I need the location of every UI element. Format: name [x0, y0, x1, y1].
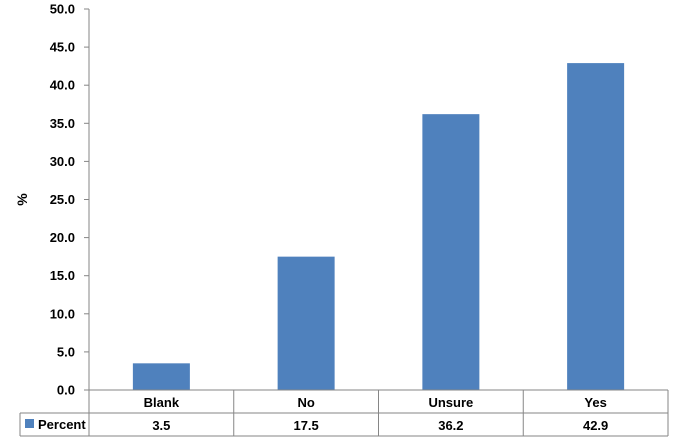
x-category-label: Unsure	[428, 395, 473, 410]
x-category-label: No	[297, 395, 314, 410]
y-tick-label: 40.0	[50, 78, 75, 93]
data-table-value: 36.2	[438, 418, 463, 433]
y-tick-label: 45.0	[50, 40, 75, 55]
data-table: Blank No Unsure Yes Percent 3.5 17.5 36.2 42.9	[19, 389, 669, 437]
bar-no	[277, 256, 335, 390]
x-category-label: Yes	[584, 395, 606, 410]
bar-blank	[132, 363, 190, 390]
y-axis-title: %	[14, 193, 30, 206]
y-tick-label: 50.0	[50, 2, 75, 17]
y-axis: 0.0 5.0 10.0 15.0 20.0 25.0 30.0 35.0 40.0 45.0 50…	[50, 2, 90, 398]
y-tick-label: 5.0	[57, 344, 75, 359]
legend-series-name: Percent	[38, 417, 86, 432]
bar-yes	[567, 63, 625, 391]
y-tick-label: 10.0	[50, 306, 75, 321]
data-table-value: 17.5	[293, 418, 318, 433]
y-tick-label: 20.0	[50, 230, 75, 245]
data-table-value: 3.5	[152, 418, 170, 433]
y-tick-label: 0.0	[57, 383, 75, 398]
legend-swatch	[25, 419, 34, 428]
y-tick-label: 35.0	[50, 116, 75, 131]
data-table-value: 42.9	[583, 418, 608, 433]
bar-unsure	[422, 114, 480, 390]
x-category-label: Blank	[144, 395, 180, 410]
y-tick-label: 25.0	[50, 192, 75, 207]
y-tick-label: 15.0	[50, 268, 75, 283]
bars	[132, 63, 625, 391]
y-tick-label: 30.0	[50, 154, 75, 169]
